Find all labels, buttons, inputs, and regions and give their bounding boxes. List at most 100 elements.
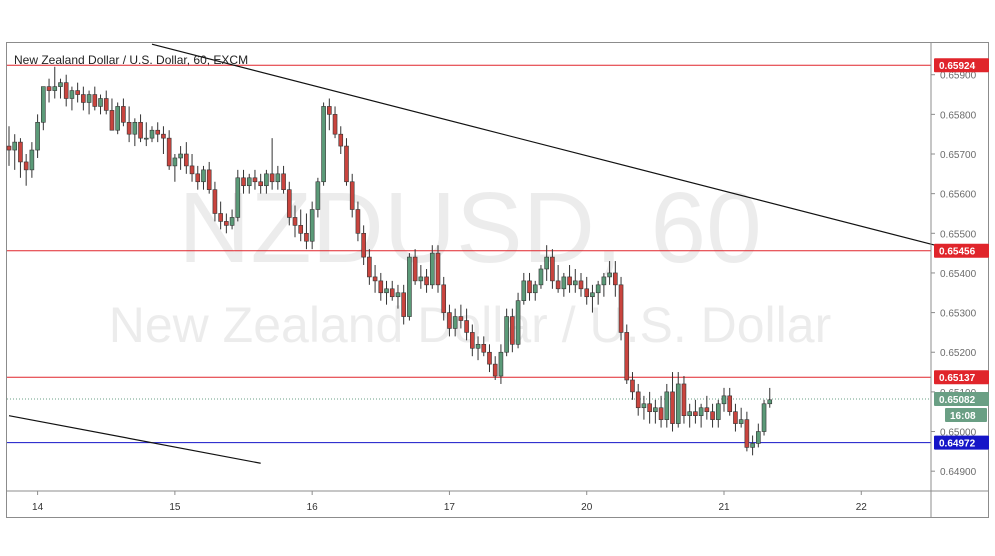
candle-body — [738, 419, 744, 424]
candle — [23, 154, 29, 186]
candle — [550, 249, 555, 289]
candle-body — [201, 169, 206, 183]
candle-body — [29, 149, 35, 171]
candle — [510, 308, 515, 353]
candle — [218, 201, 223, 230]
candle-body — [149, 129, 155, 139]
candle — [281, 165, 286, 194]
candle — [332, 106, 338, 139]
candle — [367, 249, 372, 285]
candle-body — [607, 272, 612, 278]
candle — [309, 201, 315, 250]
candle — [407, 253, 412, 321]
candle-body — [269, 173, 275, 183]
candle-body — [35, 121, 40, 151]
candle-body — [138, 121, 143, 139]
candle — [618, 276, 624, 341]
candle-body — [309, 209, 315, 242]
last-price-label-text: 0.65082 — [939, 395, 976, 406]
candle — [269, 138, 275, 190]
candle — [241, 169, 246, 194]
candle-body — [178, 153, 183, 159]
candle-body — [367, 256, 372, 278]
candle-body — [578, 280, 584, 290]
candle — [521, 272, 527, 305]
candle-body — [252, 177, 258, 183]
candle — [229, 209, 235, 230]
candle-body — [532, 284, 538, 294]
candle — [567, 265, 572, 293]
candle — [92, 86, 98, 111]
price-labels: 0.65924 0.65456 0.65137 0.64972 0.65082 16:08 — [934, 58, 989, 450]
resistance-price-label-text: 0.65456 — [939, 247, 976, 258]
candle-body — [681, 383, 687, 416]
resistance-price-label-text: 0.65924 — [939, 61, 976, 72]
candle — [395, 284, 401, 309]
candle-body — [561, 276, 567, 290]
candle-body — [18, 141, 23, 163]
trendline — [151, 43, 942, 248]
candle — [418, 265, 424, 289]
candle — [275, 165, 281, 190]
candle-body — [435, 252, 441, 286]
chart-frame[interactable] — [6, 42, 989, 518]
candle — [98, 94, 103, 115]
candle-body — [572, 280, 578, 286]
candle — [487, 344, 492, 373]
candle-body — [630, 379, 635, 393]
candle — [584, 276, 590, 305]
candle-body — [504, 316, 509, 353]
time-tick-label: 17 — [444, 502, 456, 513]
candle — [687, 403, 692, 428]
candle-body — [492, 363, 498, 377]
candle — [675, 372, 681, 428]
candle-body — [715, 403, 721, 420]
candle-body — [69, 90, 75, 99]
candle-body — [710, 411, 715, 420]
candle — [555, 265, 561, 293]
candle-body — [538, 268, 544, 286]
candle-body — [395, 292, 401, 298]
candle — [178, 146, 183, 170]
candle — [149, 126, 155, 143]
watermark-description: New Zealand Dollar / U.S. Dollar — [109, 297, 832, 353]
time-tick-label: 22 — [856, 502, 868, 513]
candle — [710, 403, 715, 428]
candle — [304, 213, 309, 250]
resistance-price-label-text: 0.65137 — [939, 373, 976, 384]
candle — [538, 265, 544, 289]
candle — [189, 154, 195, 182]
candle — [515, 292, 521, 349]
candle-body — [670, 391, 675, 424]
price-axis[interactable]: 0.65900 0.65800 0.65700 0.65600 0.65500 0.654… — [930, 43, 977, 517]
candle-body — [401, 292, 406, 317]
candle-body — [475, 344, 481, 349]
candle-body — [515, 300, 521, 345]
candle — [475, 336, 481, 361]
time-tick-label: 15 — [169, 502, 181, 513]
candle-body — [275, 173, 281, 183]
candle — [143, 122, 149, 147]
candle-body — [41, 86, 46, 123]
support-price-label-text: 0.64972 — [939, 439, 976, 450]
candle-body — [292, 217, 298, 226]
candle-body — [224, 221, 229, 226]
candle-body — [246, 177, 252, 187]
candle-body — [143, 137, 149, 140]
candle-body — [613, 272, 618, 286]
candle-body — [166, 137, 172, 167]
price-tick-label: 0.65800 — [940, 110, 977, 121]
candle-body — [321, 106, 326, 183]
countdown-text: 16:08 — [950, 411, 976, 422]
price-tick-label: 0.65400 — [940, 269, 977, 280]
candle-body — [12, 141, 18, 151]
candle-body — [264, 173, 269, 187]
price-tick-label: 0.65300 — [940, 309, 977, 320]
price-tick-label: 0.65900 — [940, 71, 977, 82]
candle-body — [464, 320, 469, 333]
time-axis[interactable]: 14 15 16 17 20 21 22 — [7, 490, 988, 513]
candle-body — [727, 395, 733, 413]
candle — [115, 102, 120, 135]
candle-body — [653, 407, 658, 413]
